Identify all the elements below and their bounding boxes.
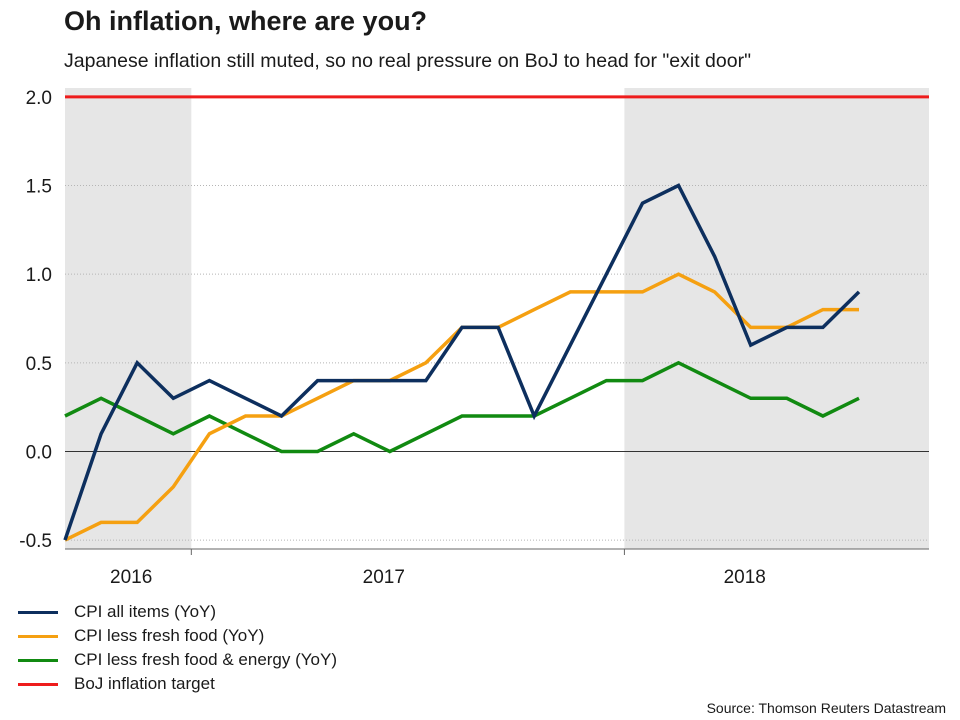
legend-swatch-cpi-all	[18, 610, 58, 614]
legend-swatch-cpi-less-fresh-food	[18, 634, 58, 638]
y-tick-label: 0.5	[26, 354, 52, 375]
legend-swatch-boj-target	[18, 682, 58, 686]
legend-label-cpi-less-fresh-food: CPI less fresh food (YoY)	[74, 626, 265, 645]
y-tick-label: 1.0	[26, 265, 52, 286]
source-note: Source: Thomson Reuters Datastream	[706, 700, 946, 716]
y-tick-label: -0.5	[19, 531, 52, 552]
legend: CPI all items (YoY) CPI less fresh food …	[18, 600, 337, 696]
chart-subtitle: Japanese inflation still muted, so no re…	[64, 50, 751, 72]
legend-label-cpi-all: CPI all items (YoY)	[74, 602, 217, 621]
series-line-cpi-core-core	[64, 360, 860, 454]
x-tick-label: 2017	[363, 567, 405, 588]
legend-label-boj-target: BoJ inflation target	[74, 674, 215, 693]
series-line-cpi-all	[63, 183, 861, 541]
legend-item-cpi-all: CPI all items (YoY)	[18, 600, 337, 624]
legend-swatch-cpi-core-core	[18, 658, 58, 662]
y-tick-label: 0.0	[26, 442, 52, 463]
legend-label-cpi-core-core: CPI less fresh food & energy (YoY)	[74, 650, 338, 669]
legend-item-cpi-core-core: CPI less fresh food & energy (YoY)	[18, 648, 337, 672]
legend-item-boj-target: BoJ inflation target	[18, 672, 337, 696]
y-tick-label: 1.5	[26, 177, 52, 198]
shaded-period-1	[624, 88, 929, 549]
y-tick-label: 2.0	[26, 88, 52, 109]
x-tick-label: 2016	[110, 567, 152, 588]
shaded-period-0	[65, 88, 192, 549]
chart-title: Oh inflation, where are you?	[64, 6, 428, 36]
x-tick-label: 2018	[724, 567, 766, 588]
legend-item-cpi-less-fresh-food: CPI less fresh food (YoY)	[18, 624, 337, 648]
